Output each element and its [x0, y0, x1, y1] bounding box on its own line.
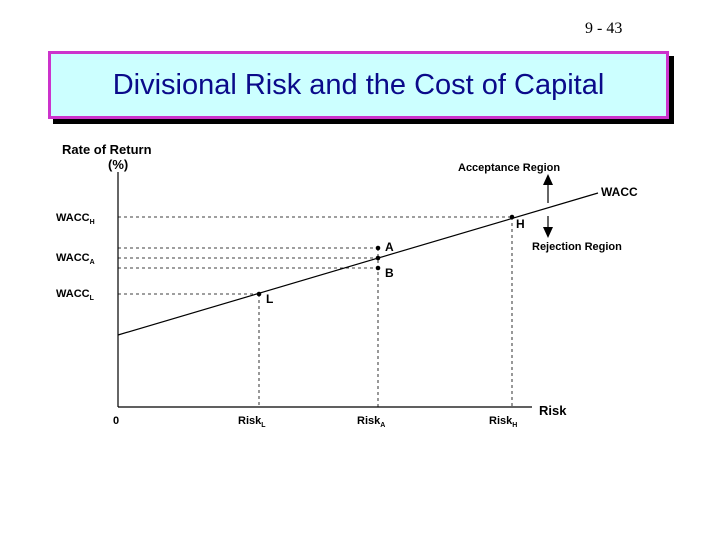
acceptance-arrow-icon [543, 174, 553, 185]
point-h-dot [509, 214, 515, 220]
x-label-risk-l-sub: L [261, 422, 266, 429]
x-label-risk-h-sub: H [512, 422, 517, 429]
x-label-risk-h: RiskH [489, 415, 517, 429]
point-a-label: A [385, 240, 394, 254]
rejection-arrow-icon [543, 227, 553, 238]
y-label-wacc-h-sub: H [90, 219, 95, 226]
y-label-wacc-a-main: WACC [56, 252, 90, 264]
x-label-risk-l-main: Risk [238, 415, 262, 427]
x-label-risk-l: RiskL [238, 415, 266, 429]
point-h-label: H [516, 217, 525, 231]
y-label-wacc-h-main: WACC [56, 212, 90, 224]
acceptance-region-label: Acceptance Region [458, 162, 560, 174]
wacc-line [117, 192, 599, 336]
point-a-dot [375, 245, 381, 251]
y-label-wacc-a: WACCA [56, 252, 95, 266]
y-label-wacc-l: WACCL [56, 288, 95, 302]
y-label-wacc-l-sub: L [90, 295, 95, 302]
rejection-region-label: Rejection Region [532, 241, 622, 253]
slide-title: Divisional Risk and the Cost of Capital [112, 68, 605, 101]
y-axis-title-line1: Rate of Return [62, 142, 152, 157]
wacc-line-label: WACC [601, 185, 638, 199]
point-b-dot [375, 265, 381, 271]
y-label-wacc-a-sub: A [90, 259, 95, 266]
point-wacc-a-dot [375, 255, 381, 261]
slide-number: 9 - 43 [585, 20, 623, 37]
x-label-risk-a-sub: A [380, 422, 385, 429]
point-l-dot [256, 291, 262, 297]
title-box: Divisional Risk and the Cost of Capital [48, 51, 669, 119]
x-label-risk-a: RiskA [357, 415, 385, 429]
y-axis-title-line2: (%) [108, 157, 128, 172]
point-b-label: B [385, 266, 394, 280]
x-label-risk-h-main: Risk [489, 415, 513, 427]
point-l-label: L [266, 292, 273, 306]
x-label-risk-a-main: Risk [357, 415, 381, 427]
y-label-wacc-h: WACCH [56, 212, 95, 226]
origin-label: 0 [113, 415, 119, 427]
y-label-wacc-l-main: WACC [56, 288, 90, 300]
x-axis-title: Risk [539, 403, 567, 418]
